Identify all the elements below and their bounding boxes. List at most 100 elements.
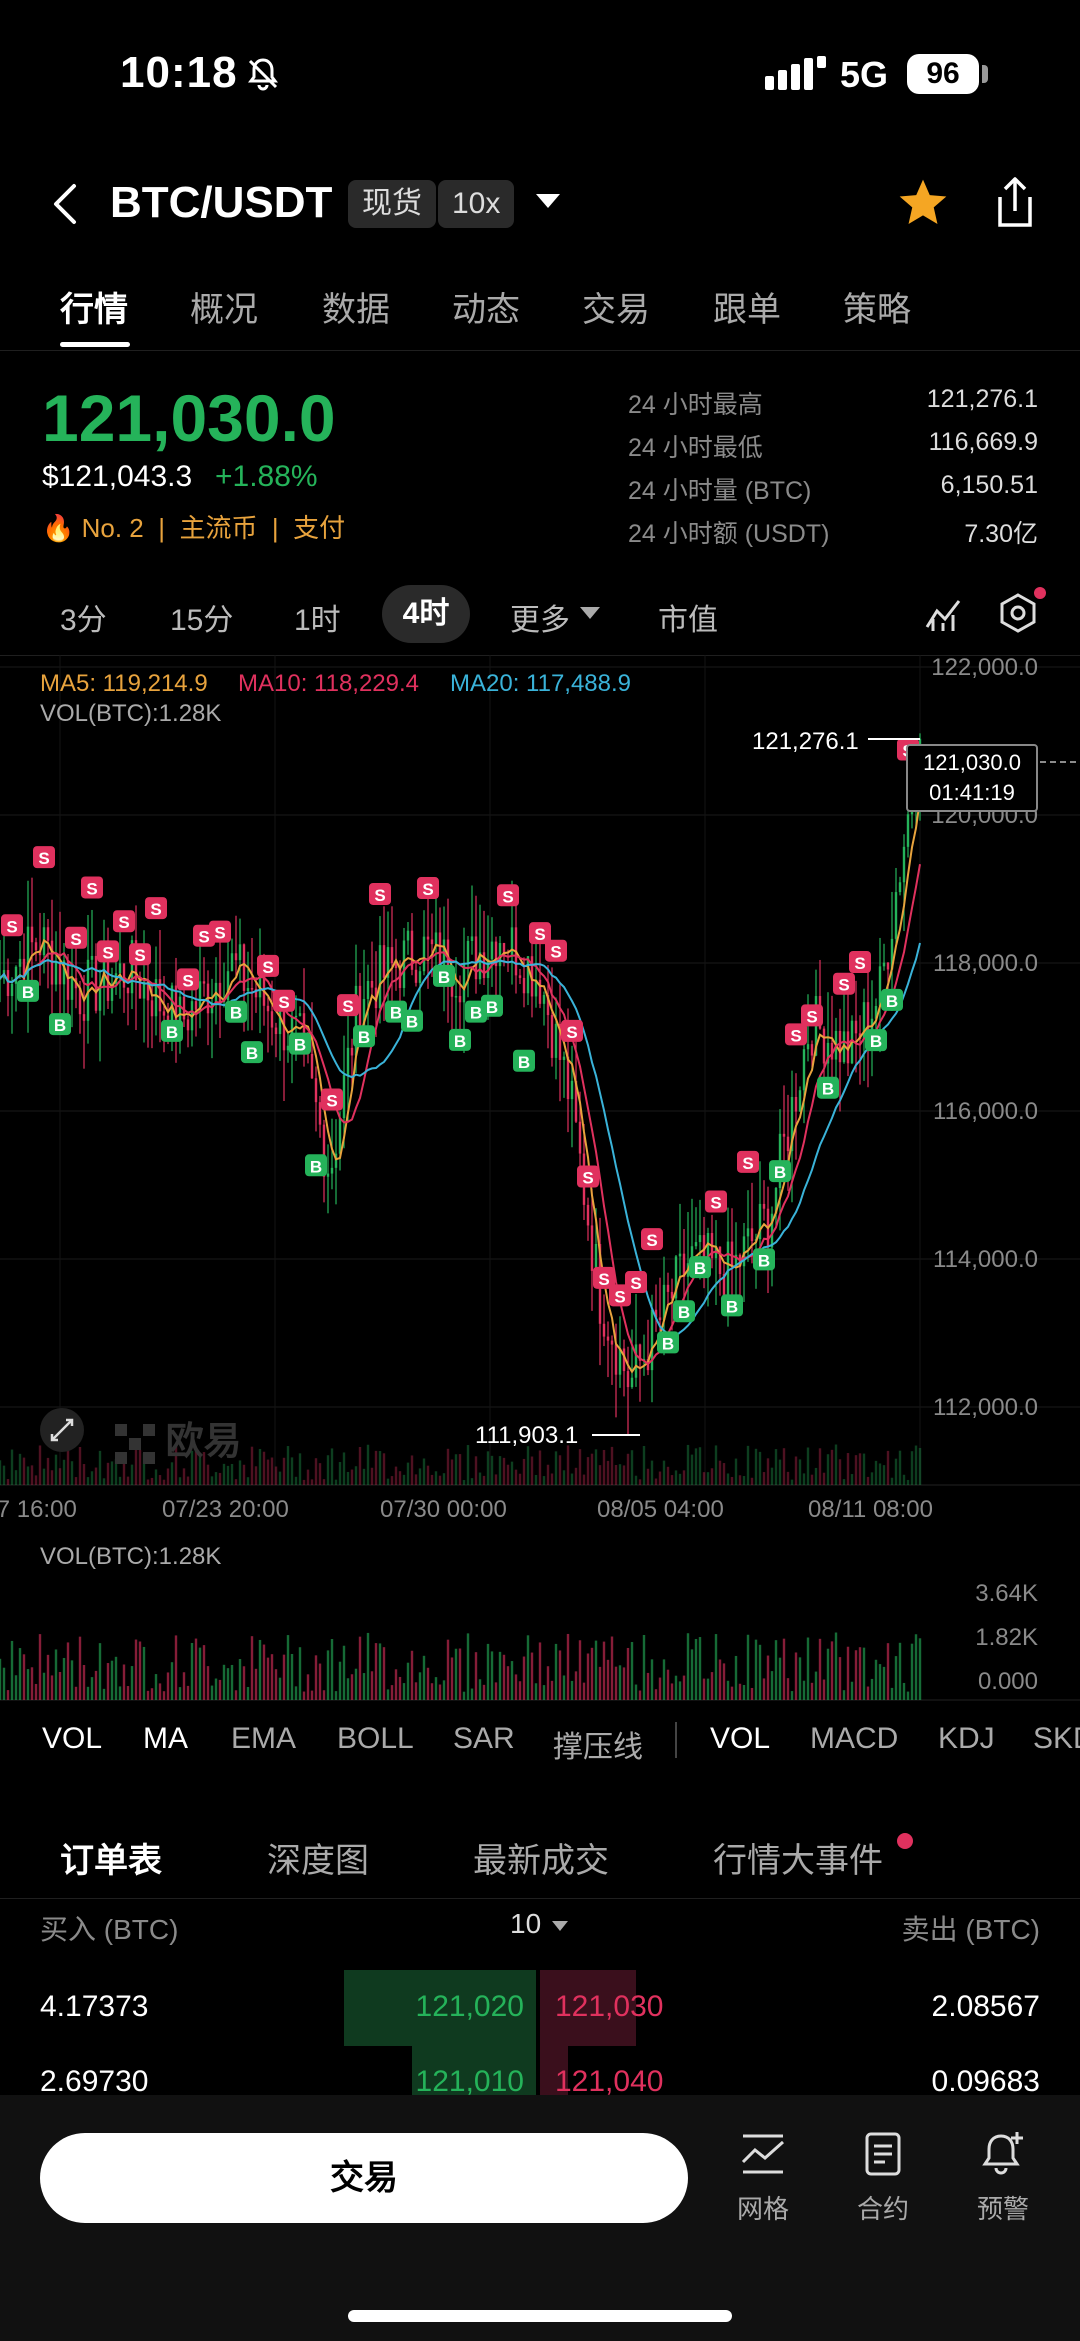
y-tick-label: 122,000.0 — [931, 655, 1038, 681]
tab-trade[interactable]: 交易 — [582, 291, 650, 329]
nav-grid[interactable]: 网格 — [713, 2130, 813, 2226]
candle-body — [366, 980, 370, 999]
indicator-boll[interactable]: BOLL — [337, 1722, 414, 1755]
candle-body — [14, 966, 18, 984]
candle-body — [406, 930, 410, 941]
nav-contract-label: 合约 — [856, 2194, 909, 2224]
bid-price[interactable]: 121,020 — [415, 1990, 524, 2023]
tab-market[interactable]: 行情 — [60, 291, 128, 329]
candle-body — [186, 1019, 190, 1031]
volume-bar — [834, 1632, 838, 1700]
volume-bar-main — [406, 1462, 410, 1485]
favorite-star-icon[interactable] — [895, 175, 951, 236]
back-button[interactable] — [50, 182, 80, 231]
tab-copytrade[interactable]: 跟单 — [713, 291, 781, 329]
tab-overview[interactable]: 概况 — [190, 291, 258, 329]
indicator-macd[interactable]: MACD — [810, 1722, 899, 1755]
trade-button[interactable]: 交易 — [40, 2133, 688, 2223]
indicator-ma[interactable]: MA — [143, 1722, 188, 1755]
book-tab-orderbook[interactable]: 订单表 — [60, 1842, 162, 1880]
volume-bar-main — [138, 1449, 142, 1485]
volume-bar — [522, 1656, 526, 1700]
marker-letter: S — [262, 958, 273, 977]
pair-title[interactable]: BTC/USDT — [110, 178, 333, 227]
marker-letter: S — [710, 1194, 721, 1213]
volume-bar-main — [890, 1477, 894, 1485]
chart-settings-icon[interactable] — [998, 592, 1038, 639]
candle-body — [158, 979, 162, 1012]
tab-news[interactable]: 动态 — [452, 291, 520, 329]
volume-bar-main — [378, 1451, 382, 1485]
volume-bar-main — [774, 1449, 778, 1485]
depth-selector[interactable]: 10 — [510, 1908, 542, 1939]
indicator-kdj[interactable]: KDJ — [938, 1722, 995, 1755]
more-caret-icon[interactable] — [580, 607, 600, 626]
volume-bar — [362, 1673, 366, 1700]
book-tab-depth[interactable]: 深度图 — [267, 1842, 369, 1880]
timeframe-more[interactable]: 更多 — [510, 604, 570, 637]
volume-bar — [254, 1668, 258, 1700]
volume-bar — [162, 1691, 166, 1700]
current-price-tag: 121,030.0 01:41:19 — [906, 744, 1038, 812]
indicator-vol-main[interactable]: VOL — [42, 1722, 103, 1755]
indicator-vol-sub[interactable]: VOL — [710, 1722, 771, 1755]
timeframe-4h[interactable]: 4时 — [382, 585, 470, 643]
volume-bar — [590, 1647, 594, 1700]
marker-letter: S — [118, 913, 129, 932]
buy-marker: B — [689, 1256, 711, 1279]
timeframe-3m[interactable]: 3分 — [60, 604, 107, 637]
timeframe-1h[interactable]: 1时 — [294, 604, 341, 637]
candle-body — [662, 1284, 666, 1321]
share-icon[interactable] — [990, 175, 1040, 236]
volume-bar — [510, 1661, 514, 1700]
bid-qty: 4.17373 — [40, 1990, 149, 2023]
candle-body — [734, 1254, 738, 1268]
marker-badge — [49, 1013, 71, 1036]
timeframe-marketcap[interactable]: 市值 — [658, 604, 718, 637]
pair-dropdown-icon[interactable] — [536, 194, 560, 215]
volume-bar — [210, 1685, 214, 1700]
candle-body — [650, 1309, 654, 1371]
depth-caret-icon[interactable] — [552, 1920, 568, 1938]
candle-body — [226, 971, 230, 1001]
volume-bar-main — [142, 1453, 146, 1485]
book-tab-events[interactable]: 行情大事件 — [713, 1842, 883, 1880]
volume-bar — [214, 1678, 218, 1700]
ask-price[interactable]: 121,030 — [555, 1990, 664, 2023]
nav-contract[interactable]: 合约 — [833, 2130, 933, 2226]
indicator-skdj[interactable]: SKD — [1033, 1722, 1080, 1755]
rank-text: No. 2 — [81, 513, 144, 543]
volume-bar-main — [678, 1473, 682, 1485]
volume-bar-main — [58, 1468, 62, 1485]
candle-body — [462, 964, 466, 1003]
indicator-ema[interactable]: EMA — [231, 1722, 297, 1755]
book-tab-trades[interactable]: 最新成交 — [473, 1842, 609, 1880]
candle-body — [802, 1049, 806, 1091]
volume-bar — [566, 1633, 570, 1700]
indicator-support-resistance[interactable]: 撑压线 — [553, 1731, 643, 1764]
volume-bar-main — [710, 1468, 714, 1485]
volume-bar — [170, 1662, 174, 1700]
indicator-tool-icon[interactable] — [924, 595, 962, 638]
fullscreen-button[interactable] — [40, 1408, 84, 1452]
tag-payment[interactable]: 支付 — [293, 513, 346, 543]
volume-bar-main — [126, 1476, 130, 1485]
tab-data[interactable]: 数据 — [322, 291, 390, 329]
volume-bar — [322, 1690, 326, 1700]
volume-bar — [406, 1662, 410, 1700]
volume-bar — [774, 1640, 778, 1700]
tag-mainstream[interactable]: 主流币 — [179, 513, 258, 543]
timeframe-15m[interactable]: 15分 — [170, 604, 234, 637]
volume-bar — [2, 1667, 6, 1700]
nav-alert[interactable]: 预警 — [953, 2130, 1053, 2226]
tab-strategy[interactable]: 策略 — [843, 291, 911, 329]
ask-price[interactable]: 121,040 — [555, 2065, 664, 2098]
buy-marker: B — [657, 1331, 679, 1354]
volume-bar — [502, 1654, 506, 1700]
bid-price[interactable]: 121,010 — [415, 2065, 524, 2098]
candle-body — [398, 968, 402, 988]
volume-bar-main — [218, 1472, 222, 1485]
indicator-sar[interactable]: SAR — [453, 1722, 515, 1755]
volume-bar-main — [798, 1459, 802, 1485]
